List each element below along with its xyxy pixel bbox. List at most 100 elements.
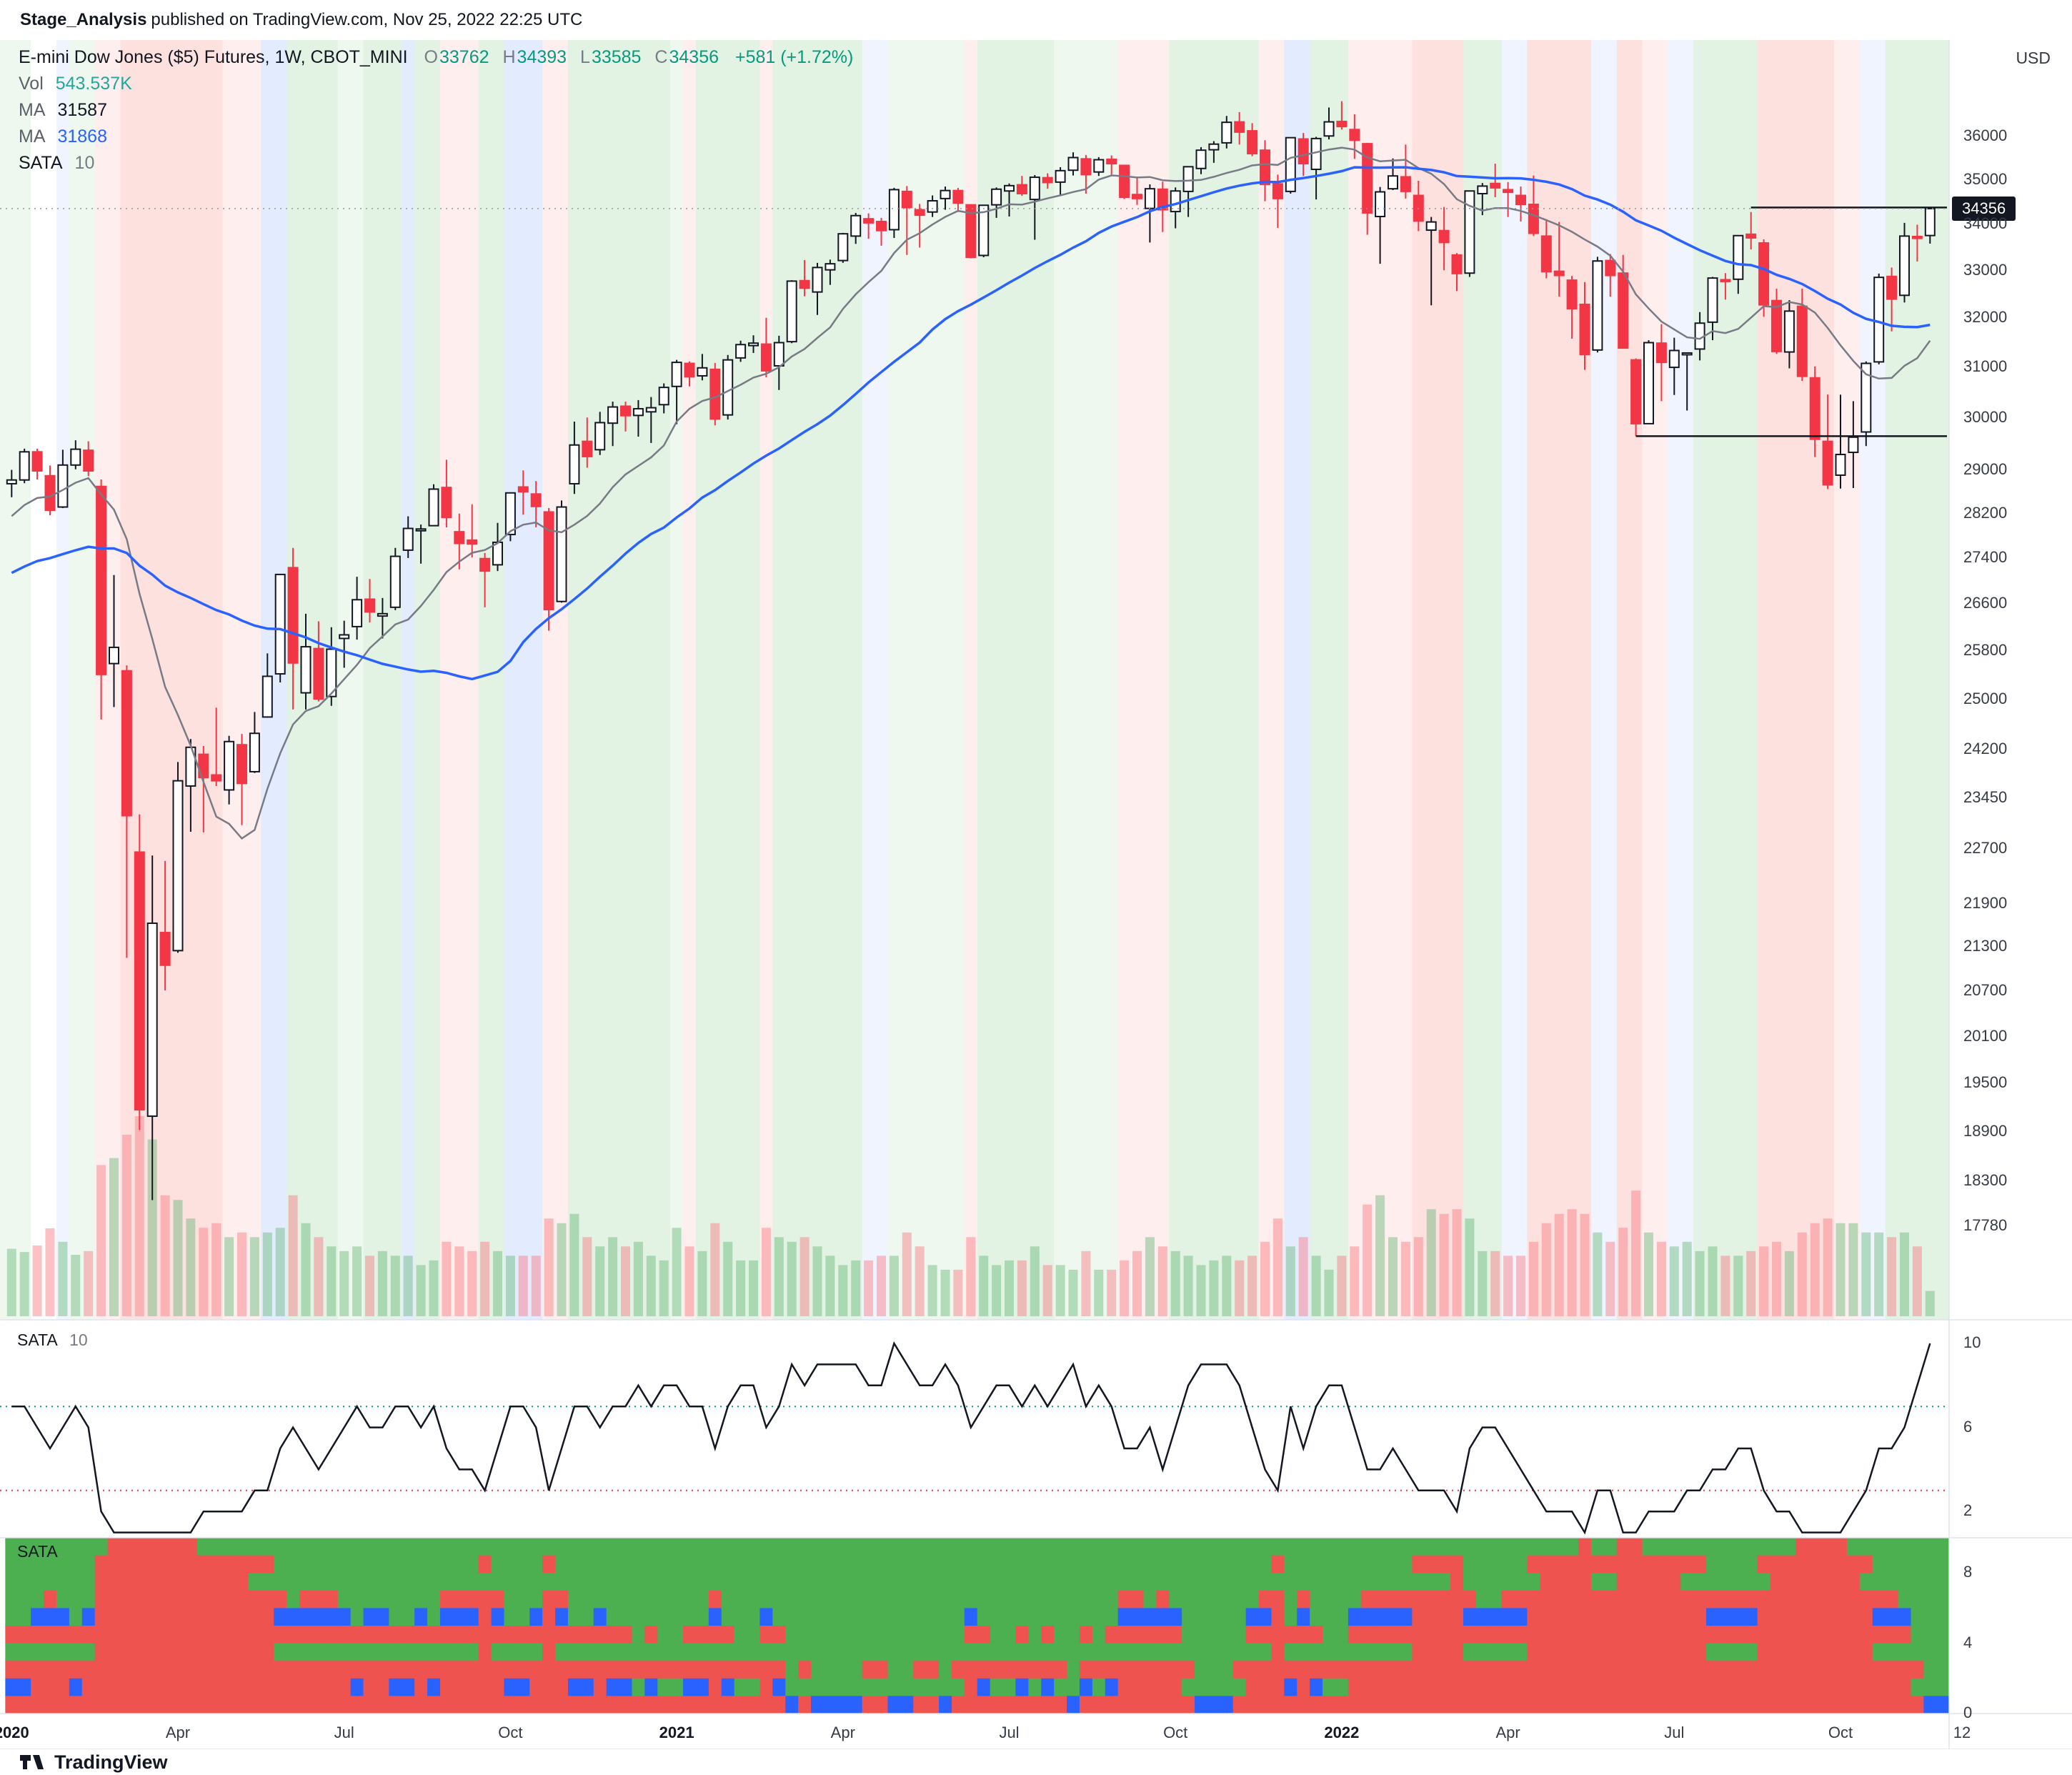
heatmap-cell <box>1143 1590 1157 1609</box>
heatmap-cell <box>146 1696 159 1714</box>
heatmap-cell <box>517 1626 530 1644</box>
heatmap-cell <box>1693 1573 1707 1591</box>
heatmap-cell <box>1859 1643 1873 1661</box>
heatmap-cell <box>708 1573 722 1591</box>
volume-bar <box>237 1232 246 1316</box>
heatmap-cell <box>261 1678 274 1696</box>
heatmap-cell <box>1360 1573 1375 1591</box>
heatmap-cell <box>900 1573 914 1591</box>
heatmap-cell <box>836 1643 850 1661</box>
stage-band <box>1616 40 1643 1320</box>
heatmap-cell <box>1143 1696 1157 1714</box>
heatmap-cell <box>44 1538 57 1556</box>
heatmap-cell <box>1527 1590 1540 1609</box>
heatmap-cell <box>926 1608 940 1626</box>
heatmap-cell <box>222 1538 236 1556</box>
legend-row-sata[interactable]: SATA 10 <box>19 150 853 176</box>
heatmap-cell <box>695 1678 709 1696</box>
heatmap-cell <box>1297 1626 1310 1644</box>
stage-band <box>862 40 888 1320</box>
stage-band <box>1668 40 1694 1320</box>
heatmap-cell <box>1783 1643 1796 1661</box>
main-legend[interactable]: E-mini Dow Jones ($5) Futures, 1W, CBOT_… <box>19 44 853 176</box>
heatmap-cell <box>593 1555 607 1573</box>
heatmap-cell <box>1323 1643 1336 1661</box>
heatmap-cell <box>274 1538 287 1556</box>
tradingview-logo-icon[interactable] <box>19 1753 47 1771</box>
heatmap-cell <box>1744 1538 1758 1556</box>
candle-body <box>709 368 721 420</box>
heatmap-cell <box>209 1573 224 1591</box>
sata-line-legend[interactable]: SATA 10 <box>17 1331 88 1350</box>
heatmap-cell <box>452 1538 467 1556</box>
heatmap-cell <box>1923 1555 1949 1573</box>
candle-body <box>645 407 657 413</box>
legend-row-ma-slow[interactable]: MA 31868 <box>19 124 853 150</box>
heatmap-cell <box>721 1538 735 1556</box>
candle-body <box>1553 270 1565 277</box>
heatmap-cell <box>1450 1678 1464 1696</box>
heatmap-cell <box>939 1608 952 1626</box>
heatmap-cell <box>1629 1696 1643 1714</box>
heatmap-cell <box>1335 1643 1349 1661</box>
heatmap-cell <box>1015 1696 1029 1714</box>
legend-row-ma-fast[interactable]: MA 31587 <box>19 97 853 124</box>
brand-name[interactable]: TradingView <box>54 1751 168 1773</box>
heatmap-cell <box>1450 1661 1464 1679</box>
heatmap-cell <box>1911 1590 1924 1609</box>
heatmap-cell <box>196 1538 211 1556</box>
candle-body <box>1438 229 1450 244</box>
stage-band <box>1859 40 1886 1320</box>
heatmap-cell <box>363 1573 377 1591</box>
legend-row-volume[interactable]: Vol 543.537K <box>19 71 853 97</box>
volume-bar <box>160 1195 170 1316</box>
heatmap-cell <box>1783 1661 1796 1679</box>
heatmap-cell <box>1834 1608 1848 1626</box>
volume-bar <box>467 1251 477 1316</box>
heatmap-cell <box>1488 1608 1503 1626</box>
heatmap-cell <box>657 1696 671 1714</box>
sata-heatmap-legend[interactable]: SATA <box>17 1542 65 1561</box>
heatmap-cell <box>836 1538 850 1556</box>
heatmap-cell <box>363 1626 377 1644</box>
heatmap-cell <box>759 1555 773 1573</box>
heatmap-cell <box>1425 1555 1438 1573</box>
heatmap-cell <box>619 1643 633 1661</box>
heatmap-cell <box>1629 1661 1643 1679</box>
candle-body <box>812 267 823 293</box>
heatmap-cell <box>1565 1590 1579 1609</box>
heatmap-cell <box>44 1608 57 1626</box>
heatmap-cell <box>1207 1696 1221 1714</box>
heatmap-cell <box>759 1643 773 1661</box>
heatmap-cell <box>56 1626 70 1644</box>
heatmap-cell <box>1834 1643 1848 1661</box>
heatmap-cell <box>1207 1555 1221 1573</box>
heatmap-cell <box>1079 1573 1093 1591</box>
volume-bar <box>1413 1237 1423 1316</box>
heatmap-cell <box>1655 1626 1668 1644</box>
heatmap-cell <box>1284 1696 1298 1714</box>
heatmap-cell <box>1668 1573 1681 1591</box>
heatmap-cell <box>1655 1696 1668 1714</box>
heatmap-cell <box>606 1555 620 1573</box>
heatmap-cell <box>1348 1696 1362 1714</box>
heatmap-cell <box>1156 1538 1170 1556</box>
candle-body <box>1911 236 1923 239</box>
candle-body <box>671 362 682 387</box>
heatmap-cell <box>1028 1608 1042 1626</box>
heatmap-cell <box>5 1696 19 1714</box>
heatmap-cell <box>1360 1538 1375 1556</box>
heatmap-cell <box>1629 1555 1643 1573</box>
heatmap-cell <box>18 1573 31 1591</box>
heatmap-cell <box>69 1661 83 1679</box>
heatmap-cell <box>1565 1643 1579 1661</box>
heatmap-cell <box>1834 1555 1848 1573</box>
heatmap-cell <box>312 1643 326 1661</box>
heatmap-cell <box>1271 1643 1285 1661</box>
candle-body <box>1540 235 1552 273</box>
heatmap-cell <box>1553 1608 1566 1626</box>
volume-bar <box>902 1232 912 1316</box>
heatmap-cell <box>593 1626 607 1644</box>
symbol-title[interactable]: E-mini Dow Jones ($5) Futures, 1W, CBOT_… <box>19 47 408 67</box>
